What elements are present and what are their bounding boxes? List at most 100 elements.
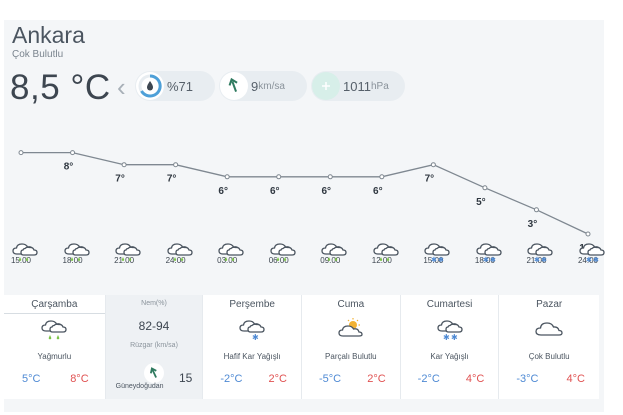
day-name: Perşembe [229, 299, 275, 310]
pressure-value: 1011 [343, 78, 371, 94]
day-detail: Nem(%) 82-94 Rüzgar (km/sa) 15 Güneydoğu… [105, 295, 204, 399]
svg-text:✱: ✱ [593, 256, 599, 262]
svg-text:✱: ✱ [438, 256, 444, 262]
data-point [482, 185, 488, 191]
day-name: Cumartesi [426, 299, 473, 310]
wind-value: 9 [251, 78, 259, 94]
snow-cloud-icon: ✱ ✱ [421, 240, 453, 264]
snow-cloud-icon: ✱ ✱ [576, 240, 608, 264]
temperature-label: 6° [321, 186, 331, 197]
rain-cloud-icon [9, 240, 41, 262]
snow-cloud-icon: ✱ ✱ [473, 240, 505, 264]
pressure-pill: 1011 hPa [311, 71, 405, 101]
humidity-label: Nem(%) [141, 300, 167, 307]
day-card-wednesday[interactable]: Çarşamba Yağmurlu 5°C 8°C [4, 295, 106, 399]
day-low-temp: 5°C [22, 373, 41, 385]
rain-cloud-icon [215, 240, 247, 262]
svg-text:✱: ✱ [483, 256, 489, 262]
day-high-temp: 2°C [268, 373, 287, 385]
humidity-icon [136, 72, 164, 100]
svg-text:✱: ✱ [541, 256, 547, 262]
hour-tick-label: 06.00 [268, 256, 289, 265]
day-high-temp: 4°C [465, 373, 485, 385]
rain-cloud-icon [318, 240, 350, 262]
data-point [70, 150, 76, 156]
rain-cloud-icon [370, 240, 402, 262]
wind-unit: km/sa [258, 80, 285, 92]
hour-tick-label: 18.00 [62, 256, 83, 265]
day-card-friday[interactable]: Cuma Parçalı Bulutlu -5°C 2°C [302, 295, 401, 399]
temperature-label: 7° [425, 174, 435, 185]
hour-tick-label: 21.00 [526, 256, 547, 265]
temperature-label: 6° [218, 186, 228, 197]
sun-cloud-icon [335, 317, 367, 341]
day-condition: Parçalı Bulutlu [325, 352, 377, 361]
data-point [18, 150, 24, 156]
temperature-label: 7° [167, 174, 177, 185]
hourly-temperature-chart: 8°7°7°6°6°6°6°7°5°3°1° [18, 150, 591, 254]
day-card-thursday[interactable]: Perşembe ✱ Hafif Kar Yağışlı -2°C 2°C [203, 295, 302, 399]
humidity-value: %71 [167, 78, 194, 94]
day-low-temp: -2°C [417, 373, 440, 385]
chevron-left-icon[interactable]: ‹ [117, 72, 126, 102]
wind-direction-icon [220, 72, 248, 100]
hour-tick-label: 15.00 [423, 256, 444, 265]
temperature-label: 5° [476, 197, 486, 208]
hour-tick-label: 15.00 [10, 256, 32, 265]
cloud-icon [533, 317, 565, 341]
day-card-saturday[interactable]: Cumartesi ✱ ✱ Kar Yağışlı -2°C 4°C [400, 295, 500, 399]
pressure-icon [312, 72, 340, 100]
rain-cloud-icon [164, 240, 196, 262]
svg-text:✱: ✱ [252, 333, 259, 341]
svg-text:✱: ✱ [443, 333, 450, 341]
day-name: Çarşamba [4, 299, 105, 314]
wind-pill: 9 km/sa [219, 71, 307, 101]
temperature-label: 3° [528, 219, 538, 230]
day-low-temp: -2°C [220, 373, 243, 385]
hour-tick-label: 18.00 [474, 256, 495, 265]
temperature-label: 7° [115, 174, 125, 185]
day-condition: Kar Yağışlı [430, 352, 469, 361]
rain-cloud-icon [38, 317, 70, 341]
hour-tick-label: 24.00 [165, 256, 186, 265]
svg-text:✱: ✱ [490, 256, 496, 262]
day-condition: Yağmurlu [37, 352, 72, 361]
data-point [585, 231, 591, 237]
data-point [379, 174, 385, 180]
current-condition: Çok Bulutlu [12, 49, 64, 60]
temperature-label: 6° [373, 186, 383, 197]
temperature-label: 8° [64, 162, 74, 173]
rain-cloud-icon [267, 240, 299, 262]
hour-tick-label: 03.00 [217, 256, 238, 265]
day-low-temp: -3°C [516, 373, 539, 385]
hour-tick-label: 24.00 [577, 256, 599, 265]
daily-forecast: Çarşamba Yağmurlu 5°C 8°C Nem(%) 82-94 R… [4, 295, 599, 399]
hour-tick-label: 21.00 [114, 256, 135, 265]
pressure-unit: hPa [370, 80, 389, 92]
day-low-temp: -5°C [319, 373, 342, 385]
data-point [121, 162, 127, 168]
wind-speed: 15 [178, 371, 193, 385]
snow-cloud-icon: ✱ ✱ [434, 317, 466, 342]
wind-direction-icon [143, 363, 164, 383]
data-point [224, 174, 230, 180]
temperature-line [21, 151, 589, 235]
temperature-label: 6° [270, 186, 280, 197]
day-name: Cuma [337, 299, 365, 310]
day-high-temp: 4°C [566, 373, 585, 385]
day-card-sunday[interactable]: Pazar Çok Bulutlu -3°C 4°C [499, 295, 599, 399]
humidity-pill: %71 [135, 71, 215, 101]
day-high-temp: 2°C [367, 373, 386, 385]
city-name: Ankara [12, 22, 85, 48]
day-name: Pazar [536, 299, 563, 310]
svg-text:✱: ✱ [586, 256, 592, 262]
wind-label: Rüzgar (km/sa) [130, 342, 178, 349]
svg-text:✱: ✱ [534, 256, 540, 262]
hour-tick-label: 12.00 [371, 256, 392, 265]
data-point [533, 207, 539, 213]
day-high-temp: 8°C [70, 373, 89, 385]
data-point [327, 174, 333, 180]
day-condition: Çok Bulutlu [528, 352, 570, 361]
data-point [276, 174, 282, 180]
hour-tick-label: 09.00 [320, 256, 341, 265]
